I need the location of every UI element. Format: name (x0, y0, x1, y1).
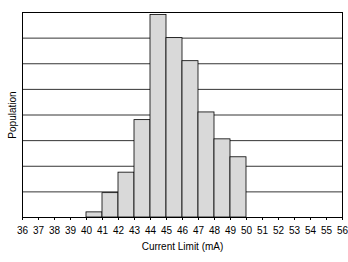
svg-text:43: 43 (129, 225, 141, 236)
svg-text:40: 40 (81, 225, 93, 236)
svg-text:51: 51 (257, 225, 269, 236)
svg-text:52: 52 (273, 225, 285, 236)
svg-text:48: 48 (209, 225, 221, 236)
svg-text:37: 37 (33, 225, 45, 236)
svg-text:Population: Population (7, 91, 18, 138)
svg-text:46: 46 (177, 225, 189, 236)
svg-text:44: 44 (145, 225, 157, 236)
svg-text:54: 54 (305, 225, 317, 236)
svg-text:42: 42 (113, 225, 125, 236)
svg-text:55: 55 (321, 225, 333, 236)
svg-text:56: 56 (337, 225, 348, 236)
svg-text:38: 38 (49, 225, 61, 236)
svg-text:53: 53 (289, 225, 301, 236)
svg-text:47: 47 (193, 225, 205, 236)
svg-text:49: 49 (225, 225, 237, 236)
svg-text:45: 45 (161, 225, 173, 236)
svg-text:50: 50 (241, 225, 253, 236)
svg-text:41: 41 (97, 225, 109, 236)
svg-text:Current Limit (mA): Current Limit (mA) (142, 241, 224, 252)
svg-text:36: 36 (17, 225, 29, 236)
svg-text:39: 39 (65, 225, 77, 236)
